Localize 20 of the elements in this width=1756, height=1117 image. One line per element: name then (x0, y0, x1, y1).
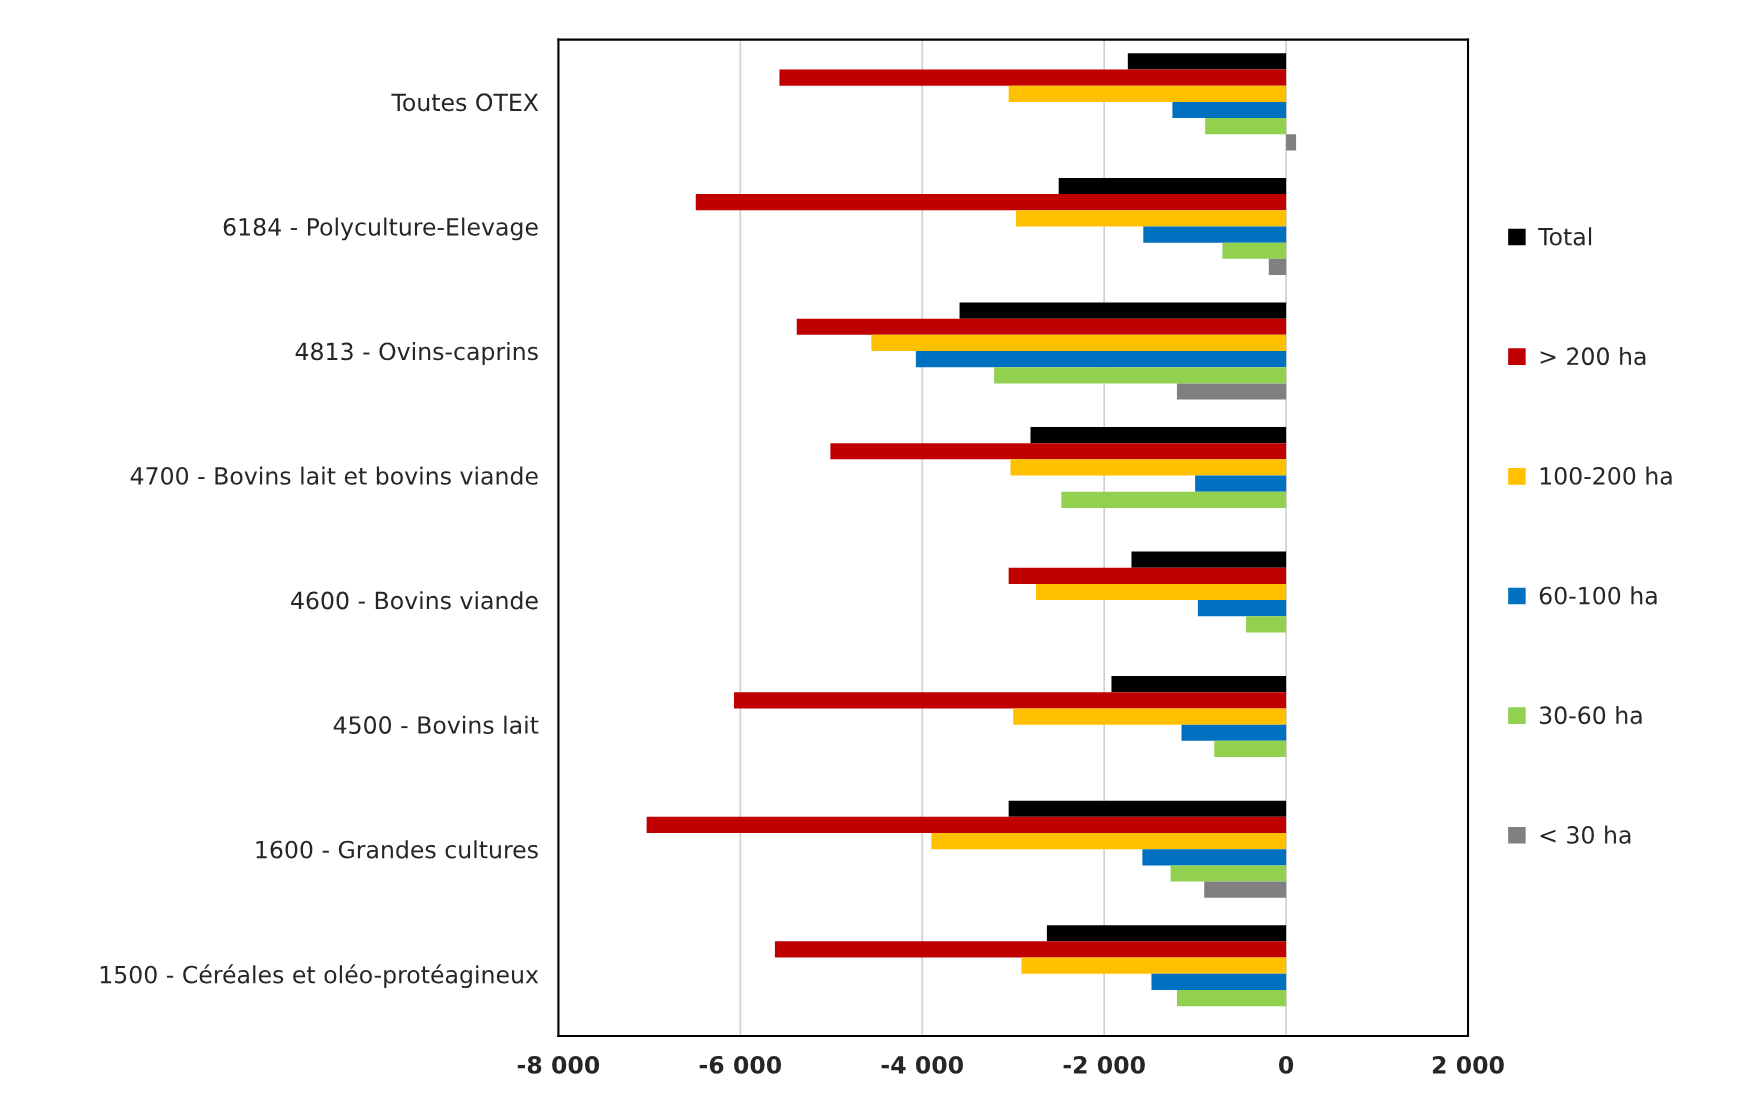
x-tick-label: 0 (1279, 1055, 1294, 1074)
legend-label: 60-100 ha (1539, 586, 1657, 605)
y-tick-label: 1600 - Grandes cultures (256, 840, 538, 859)
y-tick-label: Toutes OTEX (391, 93, 539, 112)
x-tick-label: -6 000 (699, 1055, 782, 1074)
legend-label: < 30 ha (1540, 825, 1631, 844)
x-tick-label: -4 000 (881, 1055, 963, 1074)
y-tick-label: 1500 - Céréales et oléo-protéagineux (100, 964, 539, 989)
legend-label: Total (1538, 227, 1592, 246)
y-tick-label: 6184 - Polyculture-Elevage (223, 217, 538, 241)
y-tick-label: 4500 - Bovins lait (333, 715, 539, 734)
y-tick-label: 4813 - Ovins-caprins (295, 342, 538, 365)
y-tick-label: 4700 - Bovins lait et bovins viande (130, 466, 538, 485)
x-tick-label: 2 000 (1432, 1055, 1504, 1074)
legend-label: > 200 ha (1540, 346, 1646, 366)
x-tick-label: -2 000 (1063, 1055, 1145, 1074)
legend-label: 30-60 ha (1539, 705, 1642, 725)
y-tick-label: 4600 - Bovins viande (291, 591, 538, 610)
x-tick-label: -8 000 (517, 1055, 600, 1074)
legend-label: 100-200 ha (1540, 466, 1672, 485)
